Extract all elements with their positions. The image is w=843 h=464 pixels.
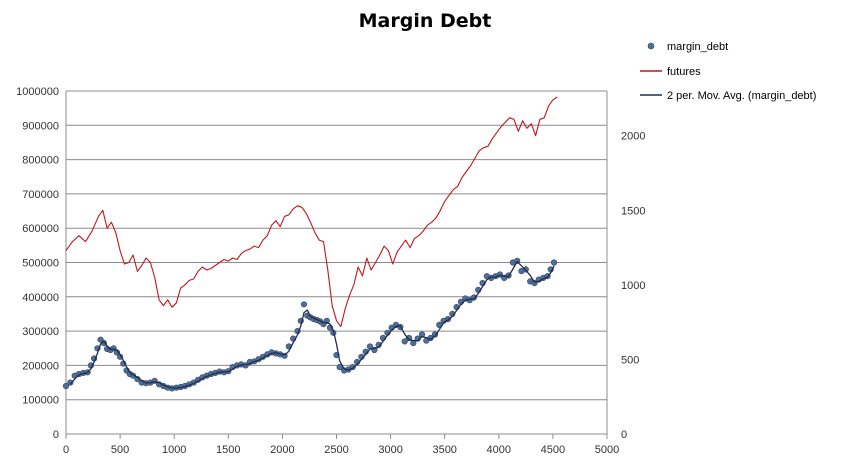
y2-tick-label: 500 [621,354,639,366]
y-tick-label: 500000 [22,258,59,270]
tick-labels: 0100000200000300000400000500000600000700… [16,86,645,456]
y-tick-label: 900000 [22,120,59,132]
y-tick-label: 400000 [22,292,59,304]
axes [65,91,608,439]
x-tick-label: 500 [111,444,129,456]
y-tick-label: 700000 [22,189,59,201]
data-point [550,259,558,266]
legend-label: 2 per. Mov. Avg. (margin_debt) [667,90,816,102]
x-tick-label: 5000 [595,444,619,456]
x-tick-label: 4000 [487,444,511,456]
y-tick-label: 0 [53,429,59,441]
chart-title: Margin Debt [359,10,492,32]
legend-label: margin_debt [667,41,728,53]
x-tick-label: 3500 [432,444,456,456]
y2-tick-label: 0 [621,429,627,441]
x-tick-label: 1000 [162,444,186,456]
gridlines [66,90,607,435]
y-tick-label: 300000 [22,326,59,338]
data-point [300,301,308,308]
legend-label: futures [667,66,701,78]
series-line-1 [65,96,558,328]
data-point [401,338,408,345]
series-line-2 [69,260,555,389]
x-tick-label: 3000 [378,444,402,456]
y-tick-label: 800000 [22,155,59,167]
x-tick-label: 2000 [270,444,294,456]
y-tick-label: 100000 [22,395,59,407]
data-point [62,382,70,390]
y2-tick-label: 1500 [621,205,645,217]
y2-tick-label: 1000 [621,280,645,292]
data-point [113,349,120,356]
x-tick-label: 4500 [541,444,565,456]
x-tick-label: 0 [63,444,69,456]
x-tick-label: 2500 [324,444,348,456]
y-tick-label: 600000 [22,223,59,235]
x-tick-label: 1500 [216,444,240,456]
plot-area [62,96,558,392]
y-tick-label: 1000000 [16,86,59,98]
y-tick-label: 200000 [22,360,59,372]
data-point [67,379,74,386]
y2-tick-label: 2000 [621,131,645,143]
legend-marker-0 [647,42,655,50]
